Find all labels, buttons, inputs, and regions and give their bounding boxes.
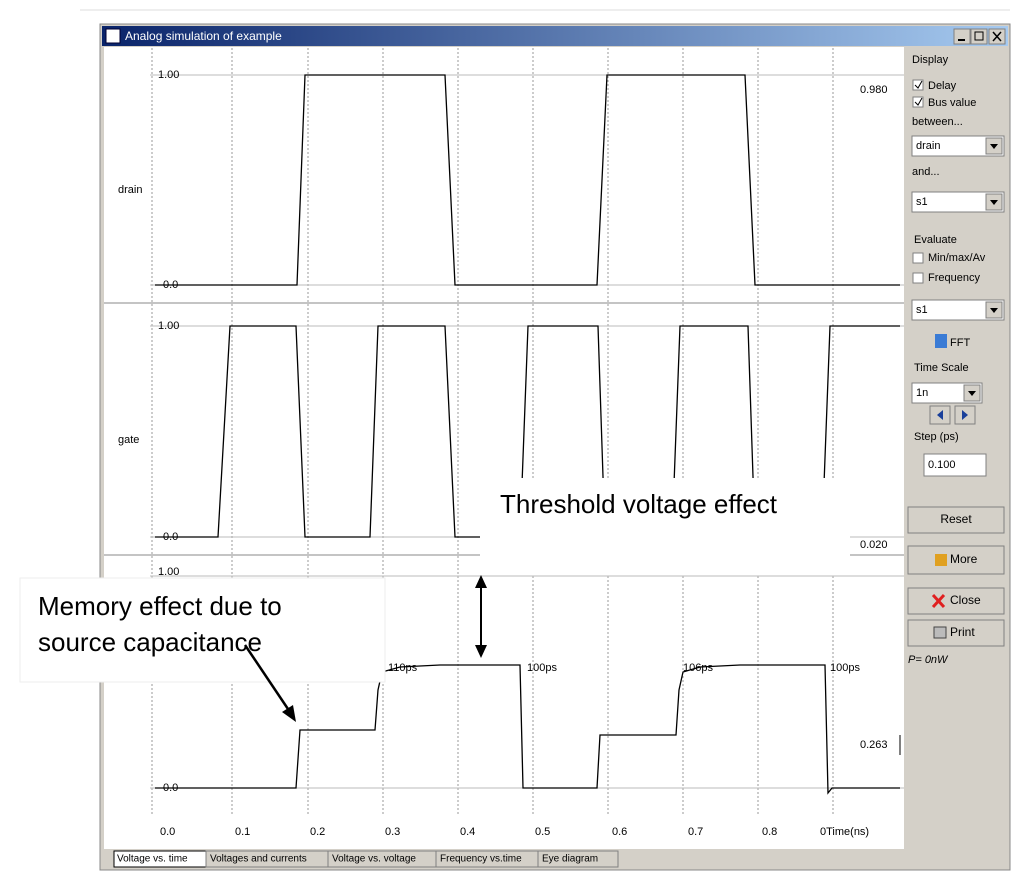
title-bar xyxy=(102,26,1008,46)
icon xyxy=(931,593,946,609)
arrow xyxy=(962,410,968,420)
x-axis-label: 0Time(ns) xyxy=(820,826,869,838)
signal-name: gate xyxy=(118,434,139,446)
x-tick-label: 0.1 xyxy=(235,826,250,838)
min-label: 0.0 xyxy=(163,782,178,794)
delay-label: 110ps xyxy=(388,662,418,674)
checkbox-label: Bus value xyxy=(928,97,976,109)
tabs: Voltage vs. time Voltages and currents V… xyxy=(113,850,619,868)
value-label: 0.980 xyxy=(860,84,888,96)
min-label: 0.0 xyxy=(163,279,178,291)
x-tick-label: 0.7 xyxy=(688,826,703,838)
label: between... xyxy=(912,116,963,128)
print-button[interactable] xyxy=(907,619,1005,647)
arrow xyxy=(937,410,943,420)
icon xyxy=(935,554,947,566)
min-label: 0.0 xyxy=(163,531,178,543)
max-label: 1.00 xyxy=(158,566,179,578)
annotation: Threshold voltage effect xyxy=(500,489,778,519)
checkbox[interactable] xyxy=(912,96,924,108)
x-tick-label: 0.8 xyxy=(762,826,777,838)
annotation: source capacitance xyxy=(38,627,262,657)
check xyxy=(914,80,923,89)
label: Step (ps) xyxy=(914,431,959,443)
app-icon xyxy=(105,28,121,44)
button-label: Print xyxy=(950,625,975,639)
button-label: More xyxy=(950,552,978,566)
group-label: Evaluate xyxy=(914,234,957,246)
maximize[interactable] xyxy=(970,28,988,45)
checkbox[interactable] xyxy=(912,272,924,284)
minimize[interactable] xyxy=(953,28,971,45)
x-tick-label: 0.3 xyxy=(385,826,400,838)
x-tick-label: 0.5 xyxy=(535,826,550,838)
fft-icon[interactable] xyxy=(935,334,947,348)
button-label: Close xyxy=(950,593,981,607)
close-icon xyxy=(992,31,1002,42)
delay-label: 100ps xyxy=(830,662,860,674)
checkbox[interactable] xyxy=(912,79,924,91)
arrow xyxy=(990,200,998,205)
select-value: 1n xyxy=(916,387,928,399)
checkbox[interactable] xyxy=(912,252,924,264)
group-label: Time Scale xyxy=(914,362,969,374)
input[interactable] xyxy=(923,453,987,477)
tab-label: Eye diagram xyxy=(542,854,598,865)
arrow xyxy=(968,391,976,396)
arrow xyxy=(990,144,998,149)
close-button[interactable] xyxy=(907,587,1005,615)
delay-label: 100ps xyxy=(527,662,557,674)
x-tick-label: 0.4 xyxy=(460,826,475,838)
reset-button[interactable] xyxy=(907,506,1005,534)
select[interactable] xyxy=(911,299,1005,321)
tab-label: Voltages and currents xyxy=(210,854,307,865)
max-label: 1.00 xyxy=(158,69,179,81)
power-label: P= 0nW xyxy=(908,654,949,666)
value-label: 0.020 xyxy=(860,539,888,551)
max-label: 1.00 xyxy=(158,320,179,332)
side-panel: Display Delay Bus value between... drain… xyxy=(907,54,1005,666)
select[interactable] xyxy=(911,191,1005,213)
signal-name: drain xyxy=(118,184,142,196)
check xyxy=(914,97,923,106)
annotation-box xyxy=(480,478,850,575)
tab[interactable] xyxy=(537,850,619,868)
delay-label: 106ps xyxy=(683,662,713,674)
annotation-box xyxy=(19,577,386,683)
x-tick-label: 0.2 xyxy=(310,826,325,838)
group-label: Display xyxy=(912,54,949,66)
annotation: Memory effect due to xyxy=(38,591,282,621)
checkbox-label: Min/max/Av xyxy=(928,252,986,264)
x-tick-label: 0.0 xyxy=(160,826,175,838)
arrow-line xyxy=(243,644,292,713)
input-value: 0.100 xyxy=(928,459,956,471)
arrow xyxy=(990,308,998,313)
select[interactable] xyxy=(911,135,1005,157)
tab-label: Voltage vs. time xyxy=(117,854,188,865)
x-tick-label: 0.6 xyxy=(612,826,627,838)
icon xyxy=(933,626,947,639)
value-label: 0.263 xyxy=(860,739,888,751)
maximize-icon xyxy=(974,31,984,41)
button-label: Reset xyxy=(940,512,972,526)
x-axis: 0.0 0.1 0.2 0.3 0.4 0.5 0.6 0.7 0.8 0Tim… xyxy=(160,826,869,838)
arrow-head xyxy=(282,705,296,722)
tab-label: Voltage vs. voltage xyxy=(332,854,416,865)
more-button[interactable] xyxy=(907,545,1005,575)
drain-waveform xyxy=(155,74,900,286)
checkbox-label: Delay xyxy=(928,80,957,92)
select-value: s1 xyxy=(916,304,928,316)
select-value: s1 xyxy=(916,196,928,208)
button-label: FFT xyxy=(950,337,970,349)
window-title: Analog simulation of example xyxy=(125,29,282,43)
tab-label: Frequency vs.time xyxy=(440,854,522,865)
checkbox-label: Frequency xyxy=(928,272,980,284)
plot-area xyxy=(104,47,904,849)
s1-waveform xyxy=(155,664,900,795)
select-value: drain xyxy=(916,140,940,152)
label: and... xyxy=(912,166,940,178)
